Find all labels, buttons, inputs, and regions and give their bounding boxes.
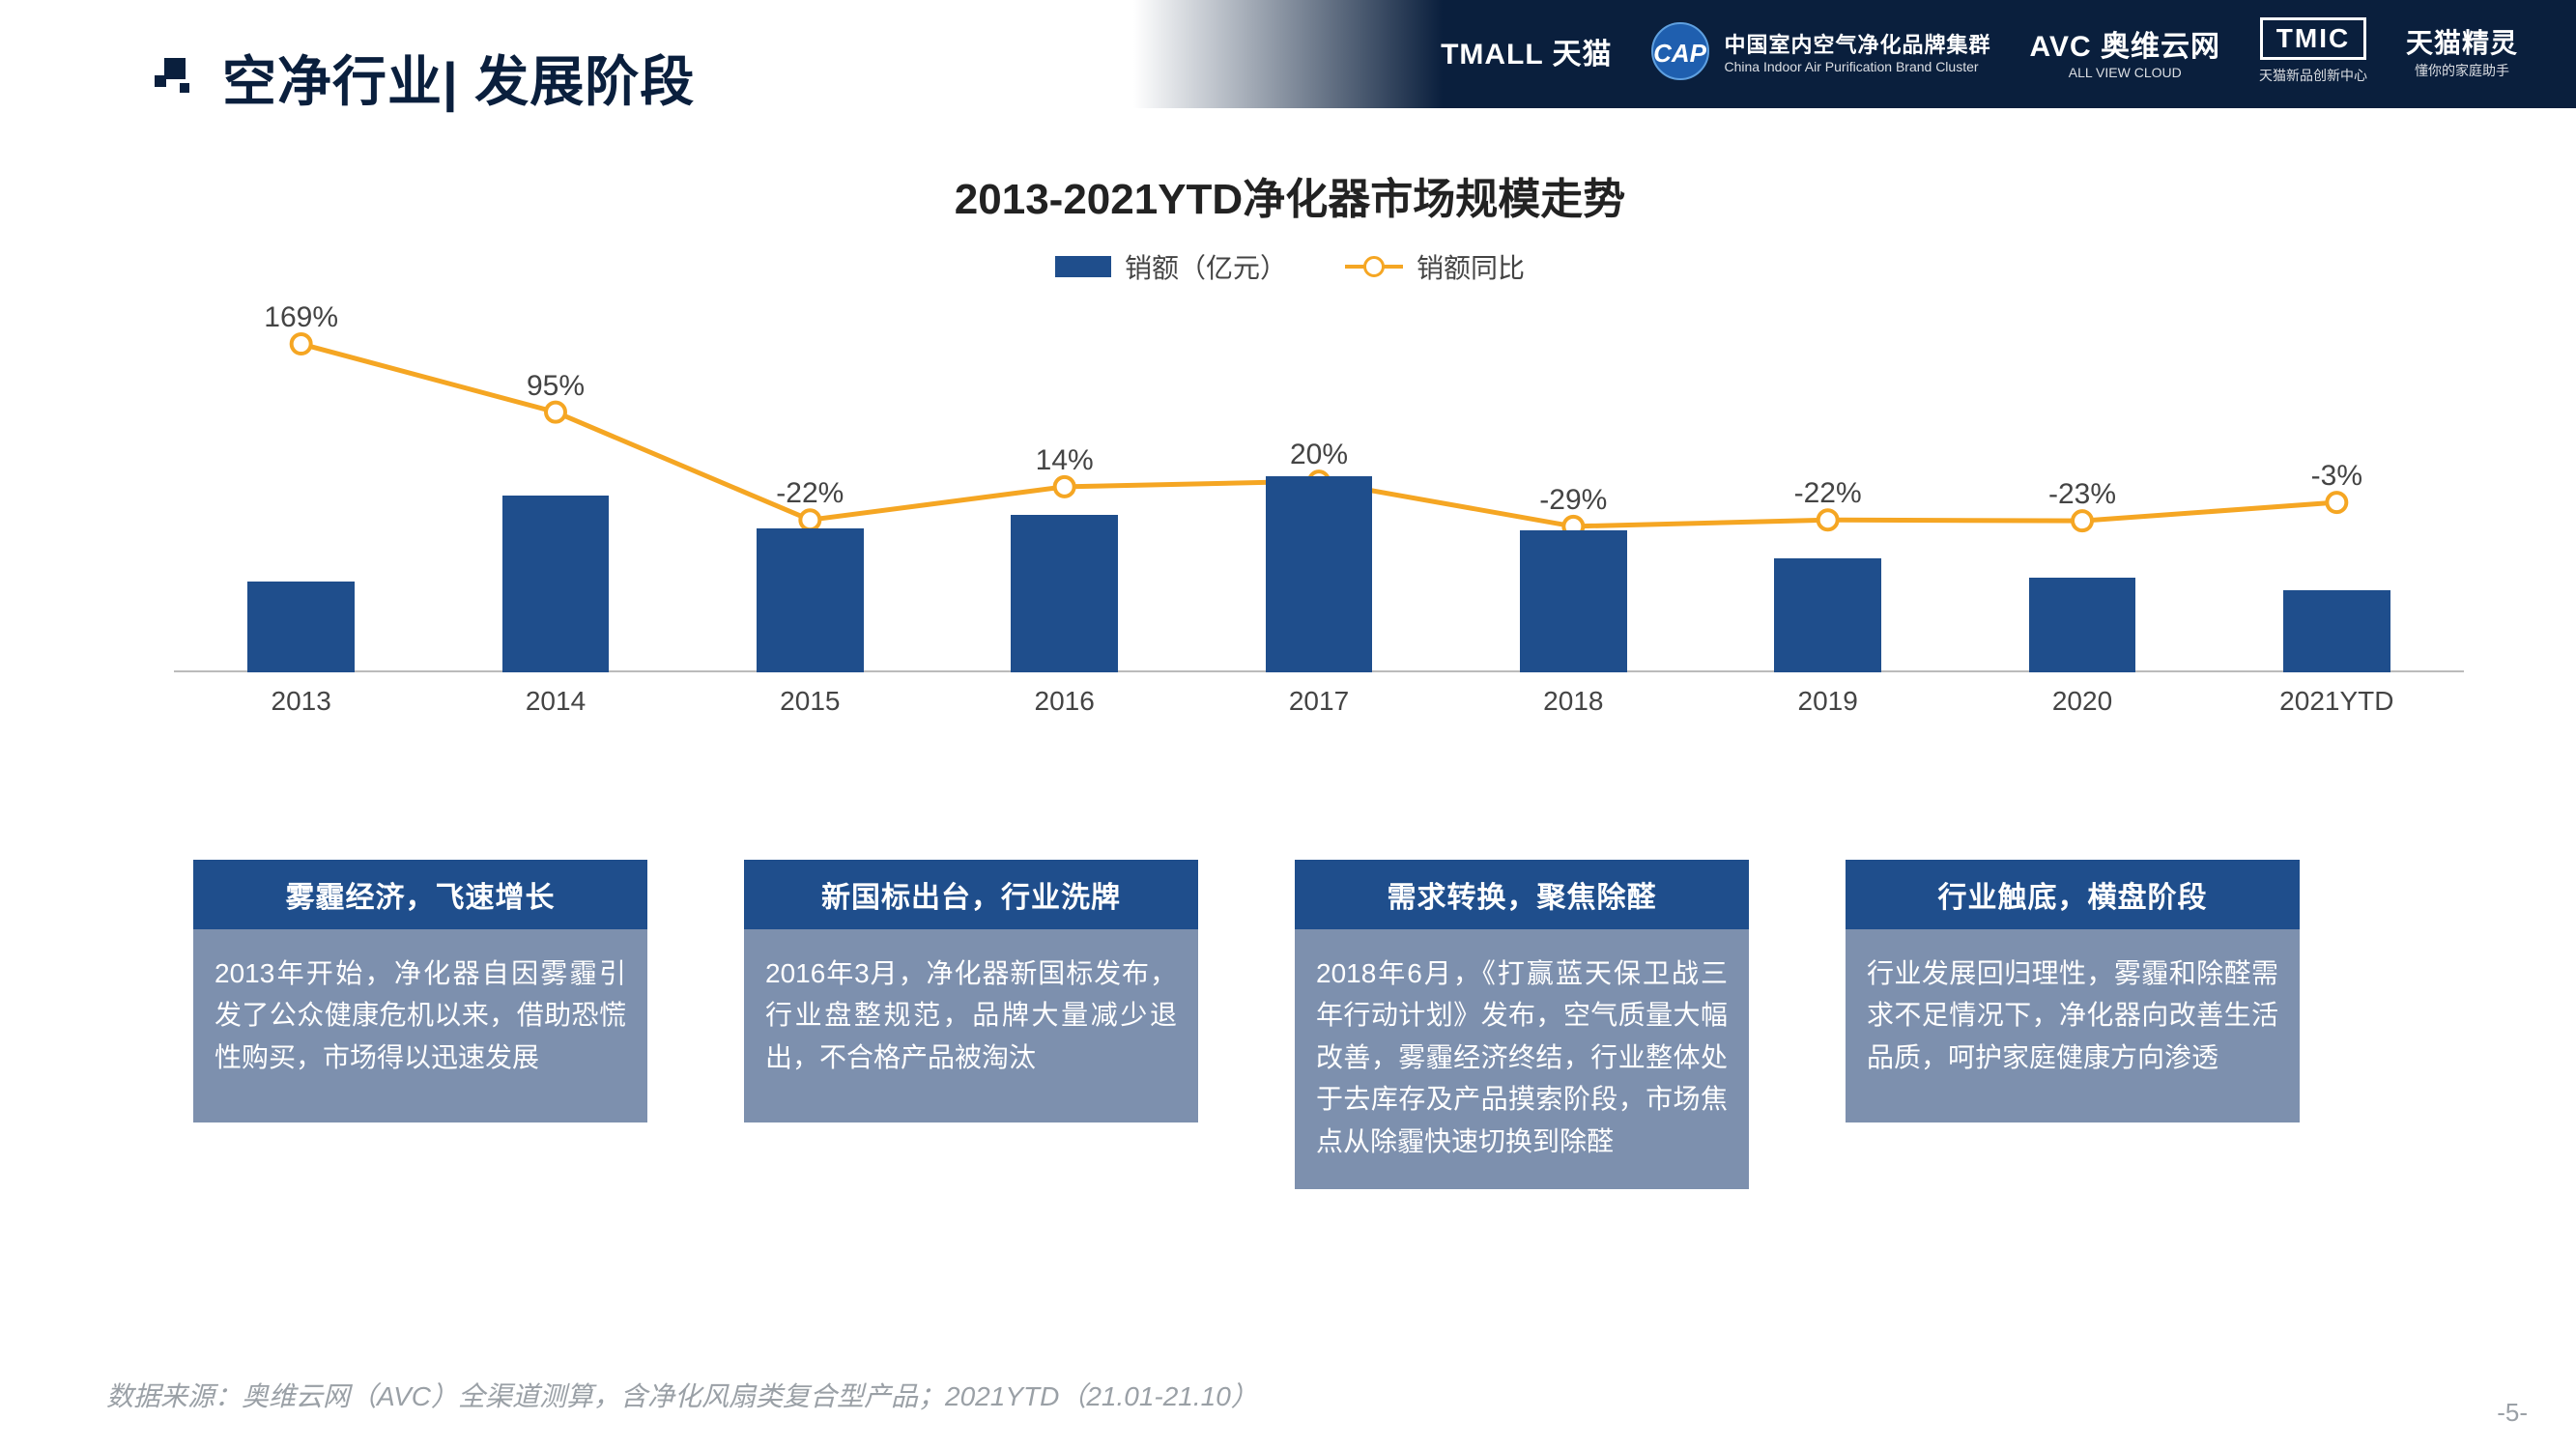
chart-x-label: 2016: [1035, 686, 1095, 717]
chart-line-label: 169%: [264, 301, 338, 334]
chart-x-label: 2018: [1543, 686, 1603, 717]
chart-bar: [2283, 590, 2390, 672]
legend-line-label: 销额同比: [1417, 247, 1525, 286]
chart-line-label: 14%: [1036, 444, 1094, 477]
phase-body: 2016年3月，净化器新国标发布，行业盘整规范，品牌大量减少退出，不合格产品被淘…: [744, 929, 1198, 1122]
legend-line: 销额同比: [1345, 247, 1525, 286]
chart-plot: 201320142015201620172018201920202021YTD1…: [174, 315, 2464, 672]
chart-x-label: 2019: [1798, 686, 1858, 717]
phase-box: 需求转换，聚焦除醛2018年6月，《打赢蓝天保卫战三年行动计划》发布，空气质量大…: [1295, 860, 1749, 1189]
chart-bar: [2029, 578, 2136, 672]
chart-x-label: 2020: [2052, 686, 2112, 717]
footer-source: 数据来源：奥维云网（AVC）全渠道测算，含净化风扇类复合型产品；2021YTD（…: [106, 1376, 1258, 1414]
chart-line-label: -29%: [1539, 484, 1607, 517]
cap-badge-icon: CAP: [1651, 22, 1709, 80]
chart-line-label: -22%: [776, 477, 844, 510]
chart-line-label: -22%: [1794, 477, 1862, 510]
chart-line-label: 20%: [1290, 439, 1348, 471]
chart-line-marker: [1055, 477, 1074, 497]
chart-bar: [1774, 558, 1881, 672]
legend-line-swatch: [1345, 265, 1403, 269]
phase-box: 新国标出台，行业洗牌2016年3月，净化器新国标发布，行业盘整规范，品牌大量减少…: [744, 860, 1198, 1189]
logo-tmall: TMALL 天猫: [1441, 30, 1612, 72]
phase-box: 雾霾经济，飞速增长2013年开始，净化器自因雾霾引发了公众健康危机以来，借助恐慌…: [193, 860, 647, 1189]
chart-line-marker: [1818, 510, 1838, 529]
cap-cn: 中国室内空气净化品牌集群: [1725, 28, 1991, 59]
chart-bar: [757, 528, 864, 672]
logo-tmall-text: TMALL 天猫: [1441, 30, 1612, 72]
chart-x-label: 2014: [526, 686, 586, 717]
chart-x-label: 2021YTD: [2279, 686, 2393, 717]
chart-line-marker: [2327, 493, 2346, 512]
tmic-sub: 天猫新品创新中心: [2259, 66, 2367, 85]
legend-bar-label: 销额（亿元）: [1125, 247, 1287, 286]
cap-en: China Indoor Air Purification Brand Clus…: [1725, 59, 1991, 74]
avc-main: AVC 奥维云网: [2030, 22, 2220, 65]
chart-line-marker: [292, 334, 311, 354]
phase-body: 2013年开始，净化器自因雾霾引发了公众健康危机以来，借助恐慌性购买，市场得以迅…: [193, 929, 647, 1122]
chart-line-label: -23%: [2048, 478, 2116, 511]
chart-x-label: 2013: [272, 686, 331, 717]
page-title: 空净行业| 发展阶段: [222, 39, 695, 117]
phase-head: 雾霾经济，飞速增长: [193, 860, 647, 929]
tmic-box: TMIC: [2260, 17, 2366, 60]
chart-line-label: 95%: [527, 369, 585, 402]
chart-bar: [502, 496, 610, 672]
header-logos: TMALL 天猫 CAP 中国室内空气净化品牌集群 China Indoor A…: [1441, 17, 2518, 85]
chart-line-marker: [800, 510, 819, 529]
chart-area: 2013 2014 2015 2016 2017 2018 2019 2020 2021YTD 1…: [116, 315, 2464, 730]
legend-bar-swatch: [1055, 256, 1111, 277]
chart-x-label: 2015: [780, 686, 840, 717]
phase-box: 行业触底，横盘阶段行业发展回归理性，雾霾和除醛需求不足情况下，净化器向改善生活品…: [1846, 860, 2300, 1189]
logo-tmic: TMIC 天猫新品创新中心: [2259, 17, 2367, 85]
logo-cap: CAP 中国室内空气净化品牌集群 China Indoor Air Purifi…: [1651, 22, 1991, 80]
chart-x-label: 2017: [1289, 686, 1349, 717]
phase-head: 需求转换，聚焦除醛: [1295, 860, 1749, 929]
phase-body: 行业发展回归理性，雾霾和除醛需求不足情况下，净化器向改善生活品质，呵护家庭健康方…: [1846, 929, 2300, 1122]
chart-line-label: -3%: [2311, 460, 2362, 493]
chart-bar: [247, 582, 355, 672]
chart-bar: [1520, 530, 1627, 672]
genie-sub: 懂你的家庭助手: [2415, 61, 2509, 80]
genie-main: 天猫精灵: [2406, 22, 2518, 61]
chart-legend: 销额（亿元） 销额同比: [116, 247, 2464, 286]
chart-bar: [1011, 515, 1118, 672]
avc-sub: ALL VIEW CLOUD: [2069, 65, 2182, 80]
chart-title: 2013-2021YTD净化器市场规模走势: [116, 164, 2464, 226]
chart-bar: [1266, 476, 1373, 673]
logo-avc: AVC 奥维云网 ALL VIEW CLOUD: [2030, 22, 2220, 80]
logo-genie: 天猫精灵 懂你的家庭助手: [2406, 22, 2518, 80]
phase-head: 新国标出台，行业洗牌: [744, 860, 1198, 929]
title-block: 空净行业| 发展阶段: [155, 39, 695, 117]
phase-head: 行业触底，横盘阶段: [1846, 860, 2300, 929]
title-decoration-icon: [155, 58, 195, 99]
phase-row: 雾霾经济，飞速增长2013年开始，净化器自因雾霾引发了公众健康危机以来，借助恐慌…: [193, 860, 2300, 1189]
legend-bar: 销额（亿元）: [1055, 247, 1287, 286]
chart-line-marker: [2073, 511, 2092, 530]
chart-line-marker: [546, 403, 565, 422]
chart-section: 2013-2021YTD净化器市场规模走势 销额（亿元） 销额同比 2013 20…: [116, 164, 2464, 730]
page-number: -5-: [2497, 1398, 2528, 1428]
phase-body: 2018年6月，《打赢蓝天保卫战三年行动计划》发布，空气质量大幅改善，雾霾经济终…: [1295, 929, 1749, 1189]
